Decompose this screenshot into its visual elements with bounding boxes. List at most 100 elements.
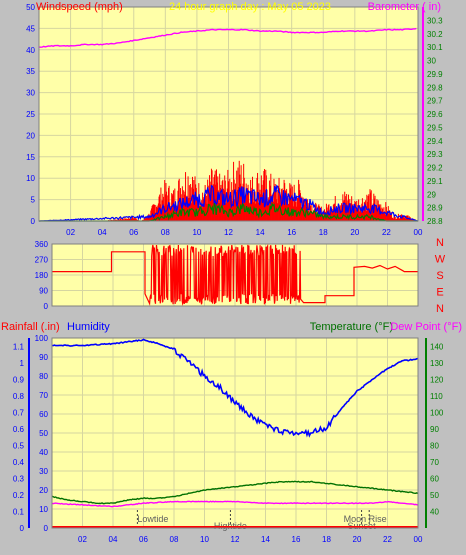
gust-line [39,184,419,222]
rain-tick-label: 0 [20,524,25,533]
x-tick-label: 22 [383,535,392,544]
y-tick-label-right: 29.4 [427,137,443,146]
y-tick-label: 180 [35,271,49,280]
humidity-tick-label: 30 [39,467,48,476]
humidity-tick-label: 60 [39,410,48,419]
x-tick-label: 02 [66,228,75,237]
x-tick-label: 04 [98,228,107,237]
rain-tick-label: 0.2 [13,491,25,500]
x-tick-label: 14 [256,228,265,237]
humidity-tick-label: 100 [35,334,49,343]
barometer-label: Barometer ( in) [368,1,441,13]
temp-tick-label: 120 [430,375,444,384]
compass-label: W [435,254,446,266]
y-tick-label-left: 35 [26,67,35,76]
y-tick-label-left: 40 [26,46,35,55]
y-tick-label-right: 29.9 [427,70,443,79]
x-tick-label: 16 [292,535,301,544]
y-tick-label-right: 29 [427,190,436,199]
climate-chart-series [51,338,419,528]
rainfall-label: Rainfall (.in) [1,321,60,333]
y-tick-label-right: 29.8 [427,83,443,92]
humidity-tick-label: 50 [39,429,48,438]
humidity-line [51,338,419,438]
y-tick-label: 270 [35,256,49,265]
dewpoint-label: Dew Point (°F) [390,321,462,333]
direction-line [52,243,418,306]
humidity-tick-label: 80 [39,372,48,381]
y-tick-label-left: 10 [26,174,35,183]
x-tick-label: 02 [78,535,87,544]
y-tick-label-right: 30.1 [427,43,443,52]
compass-label: N [436,237,444,249]
humidity-tick-label: 40 [39,448,48,457]
y-tick-label-right: 28.8 [427,217,443,226]
temp-tick-label: 80 [430,441,439,450]
y-tick-label: 360 [35,240,49,249]
y-tick-label-right: 29.5 [427,123,443,132]
y-tick-label-right: 29.7 [427,97,443,106]
y-tick-label-right: 29.6 [427,110,443,119]
temp-tick-label: 100 [430,408,444,417]
temp-tick-label: 70 [430,458,439,467]
temp-tick-label: 90 [430,425,439,434]
temp-tick-label: 130 [430,359,444,368]
x-tick-label: 12 [224,228,233,237]
humidity-label: Humidity [67,321,110,333]
humidity-tick-label: 20 [39,486,48,495]
direction-chart-series [52,243,418,306]
y-tick-label-right: 30.2 [427,30,443,39]
rain-tick-label: 0.6 [13,425,25,434]
x-tick-label: 00 [414,535,423,544]
y-tick-label-right: 29.1 [427,177,443,186]
compass-label: S [436,270,443,282]
temp-tick-label: 60 [430,474,439,483]
climate-chart-border [51,337,419,529]
chart-title: 24 hour graph day : May 05 2023 [169,1,331,13]
x-tick-label: 04 [109,535,118,544]
y-tick-label-left: 20 [26,131,35,140]
compass-label: E [436,287,443,299]
x-tick-label: 08 [161,228,170,237]
rain-tick-label: 0.4 [13,458,25,467]
x-tick-label: 08 [170,535,179,544]
temp-tick-label: 140 [430,342,444,351]
y-tick-label-left: 50 [26,3,35,12]
rain-tick-label: 1.1 [13,342,25,351]
y-tick-label-left: 25 [26,110,35,119]
x-tick-label: 00 [414,228,423,237]
x-tick-label: 20 [353,535,362,544]
compass-label: N [436,303,444,315]
x-tick-label: 20 [350,228,359,237]
rain-tick-label: 0.9 [13,375,25,384]
x-tick-label: 06 [129,228,138,237]
y-tick-label-right: 28.9 [427,204,443,213]
x-tick-label: 18 [319,228,328,237]
y-tick-label-right: 29.3 [427,150,443,159]
y-tick-label-left: 5 [31,196,36,205]
x-tick-label: 16 [287,228,296,237]
humidity-tick-label: 0 [44,524,49,533]
rain-tick-label: 0.7 [13,408,25,417]
windspeed-label: Windspeed (mph) [36,1,123,13]
event-label: Lowtide [137,514,168,524]
x-tick-label: 10 [192,228,201,237]
x-tick-label: 12 [231,535,240,544]
wind-chart-border [38,6,419,222]
y-tick-label-right: 30.3 [427,16,443,25]
x-tick-label: 18 [322,535,331,544]
wind-chart-axes: 0 5 10 15 20 25 30 35 40 45 50 28.8 28.9 29 29.1 29.2 29… [26,3,443,237]
y-tick-label: 0 [44,302,49,311]
x-tick-label: 06 [139,535,148,544]
x-tick-label: 22 [382,228,391,237]
y-tick-label-left: 30 [26,89,35,98]
climate-chart-axes: 0 0.1 0.2 0.3 0.4 0.5 0.6 0.7 0.8 0.9 1 1.1 0 10 20 30 4… [13,334,444,544]
y-tick-label: 90 [39,287,48,296]
x-tick-label: 10 [200,535,209,544]
humidity-tick-label: 90 [39,353,48,362]
direction-chart-border [51,243,419,307]
temp-tick-label: 110 [430,392,443,401]
humidity-tick-label: 70 [39,391,48,400]
